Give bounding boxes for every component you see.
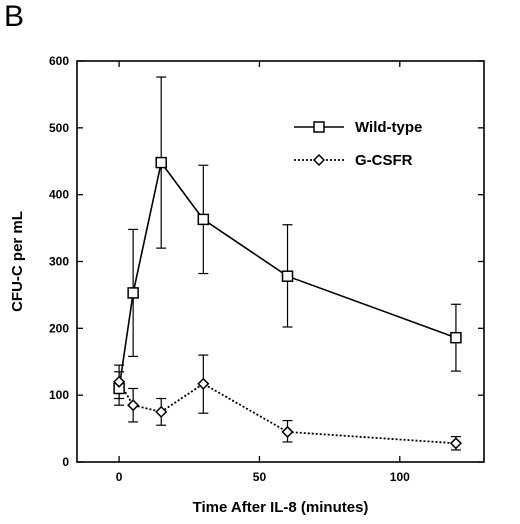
y-tick-label: 300: [49, 255, 69, 269]
g-csfr-point: [155, 405, 168, 418]
legend-g-csfr-label: G-CSFR: [355, 152, 413, 169]
g-csfr-line: [118, 381, 456, 445]
wild-type-point: [281, 270, 294, 282]
g-csfr-point: [127, 399, 140, 412]
legend-wild-type-marker: [313, 121, 325, 133]
legend-g-csfr-marker: [312, 153, 326, 167]
series-markers: [113, 156, 462, 450]
g-csfr-point: [113, 375, 126, 388]
wild-type-point: [127, 287, 139, 299]
x-tick-label: 100: [390, 470, 410, 484]
g-csfr-point: [281, 425, 294, 438]
series-lines: [118, 160, 457, 445]
x-axis-label: Time After IL-8 (minutes): [193, 499, 369, 516]
legend-wild-type-label: Wild-type: [355, 119, 422, 136]
legend: Wild-type G-CSFR: [294, 119, 422, 169]
y-tick-label: 100: [49, 388, 69, 402]
y-tick-label: 400: [49, 188, 69, 202]
plot-frame: [76, 60, 485, 463]
wild-type-line: [118, 160, 457, 389]
panel-label: B: [4, 0, 25, 33]
y-tick-label: 0: [62, 455, 69, 469]
wild-type-point: [450, 331, 462, 344]
y-tick-label: 500: [49, 121, 69, 135]
wild-type-point: [155, 156, 167, 169]
x-tick-label: 0: [116, 470, 123, 484]
wild-type-point: [197, 213, 210, 226]
g-csfr-point: [449, 437, 462, 450]
y-tick-label: 200: [49, 321, 69, 335]
y-tick-label: 600: [49, 54, 69, 68]
axes: 0 100 200 300 400 500 600 0 50 100: [49, 54, 485, 484]
y-axis-label: CFU-C per mL: [9, 211, 26, 312]
x-tick-label: 50: [253, 470, 267, 484]
g-csfr-point: [197, 377, 210, 390]
